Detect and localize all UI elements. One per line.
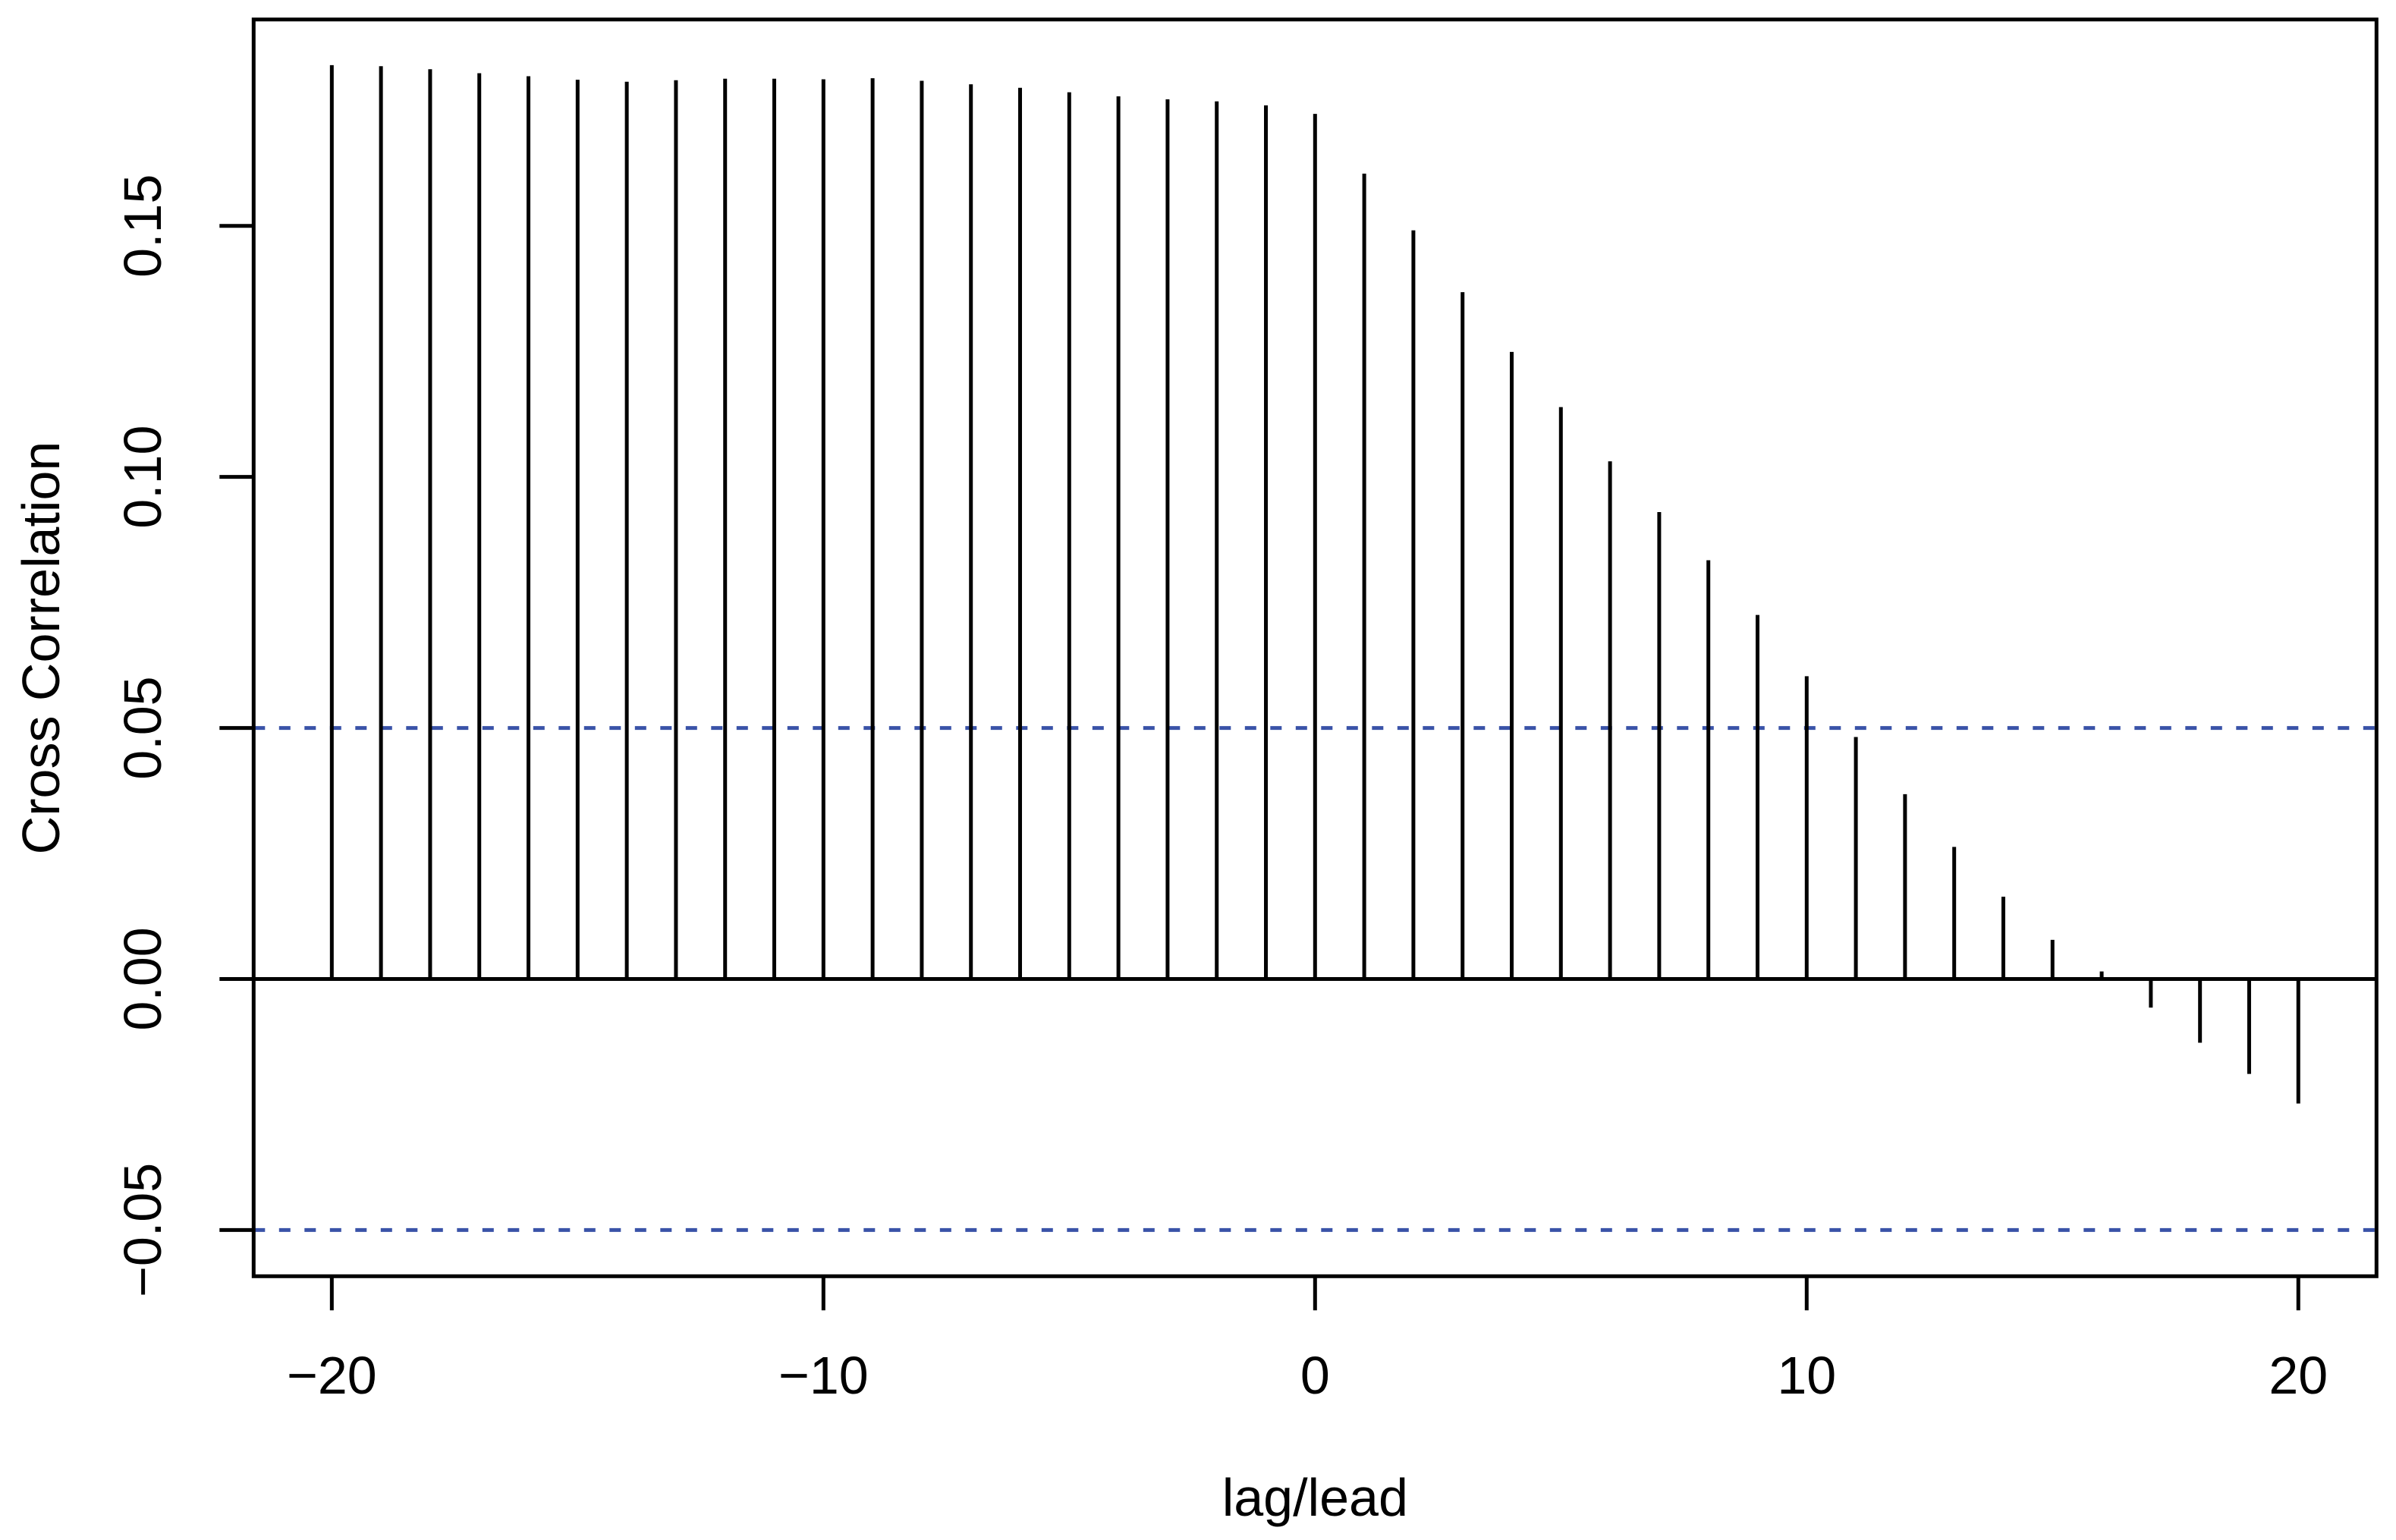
y-tick-label-0.1: 0.10 bbox=[113, 426, 172, 529]
correlation-bars bbox=[329, 64, 2300, 1104]
x-tick-label--10: −10 bbox=[778, 1346, 869, 1405]
y-axis-title: Cross Correlation bbox=[11, 442, 71, 855]
x-axis: −20 −10 0 10 20 bbox=[287, 1276, 2328, 1405]
y-axis: −0.05 0.00 0.05 0.10 0.15 bbox=[113, 174, 254, 1297]
y-tick-label-0.15: 0.15 bbox=[113, 174, 172, 278]
x-tick-label-20: 20 bbox=[2269, 1346, 2328, 1405]
x-tick-label--20: −20 bbox=[287, 1346, 377, 1405]
plot-border-box bbox=[251, 17, 2379, 1278]
y-tick-label--0.05: −0.05 bbox=[113, 1163, 172, 1297]
x-tick-label-10: 10 bbox=[1777, 1346, 1836, 1405]
x-axis-title: lag/lead bbox=[1222, 1468, 1408, 1527]
y-tick-label-0.05: 0.05 bbox=[113, 676, 172, 779]
x-tick-label-0: 0 bbox=[1300, 1346, 1330, 1405]
y-tick-label-0: 0.00 bbox=[113, 927, 172, 1030]
